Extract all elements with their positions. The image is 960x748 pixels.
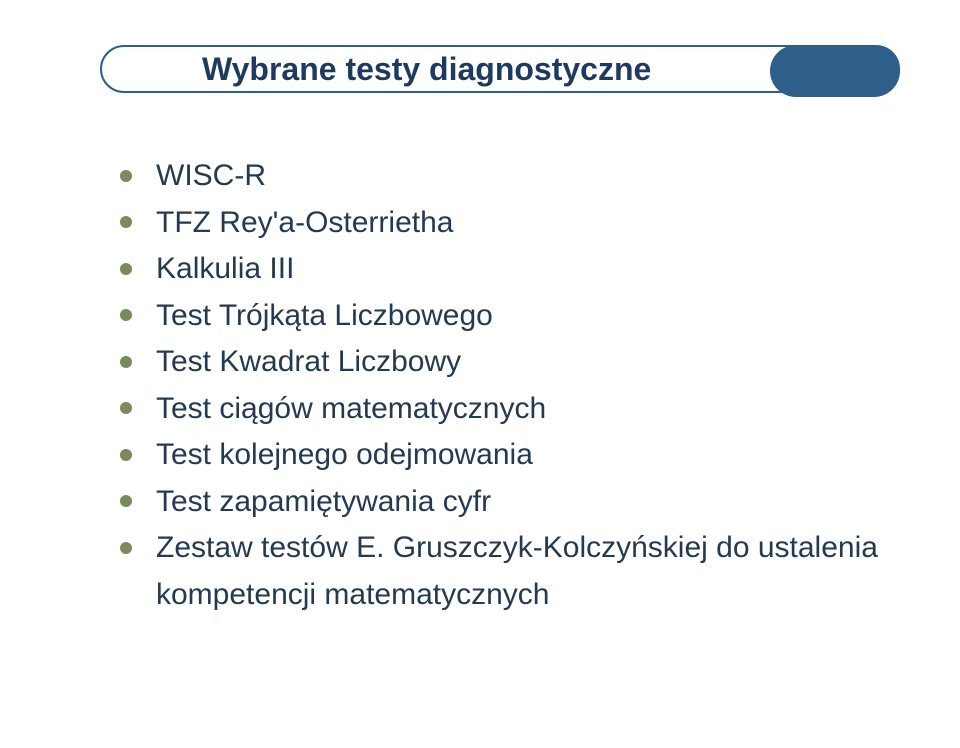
list-item-label: Test kolejnego odejmowania — [156, 438, 533, 471]
list-item: Kalkulia III — [120, 246, 900, 293]
list-item-label: Test Trójkąta Liczbowego — [156, 299, 493, 332]
list-item: Test Trójkąta Liczbowego — [120, 293, 900, 340]
slide: Wybrane testy diagnostyczne WISC-R TFZ Re… — [0, 0, 960, 748]
list-item: TFZ Rey'a-Osterrietha — [120, 200, 900, 247]
list-item-label: Zestaw testów E. Gruszczyk-Kolczyńskiej … — [156, 531, 878, 611]
title-bar: Wybrane testy diagnostyczne — [100, 45, 900, 93]
list-item-label: Test zapamiętywania cyfr — [156, 485, 491, 518]
list-item-label: TFZ Rey'a-Osterrietha — [156, 206, 453, 239]
list-item: Test Kwadrat Liczbowy — [120, 339, 900, 386]
bullet-list: WISC-R TFZ Rey'a-Osterrietha Kalkulia III T… — [120, 153, 900, 618]
list-item: Test zapamiętywania cyfr — [120, 479, 900, 526]
list-item-label: Test ciągów matematycznych — [156, 392, 546, 425]
list-item: Zestaw testów E. Gruszczyk-Kolczyńskiej … — [120, 525, 900, 618]
title-knob-decoration — [770, 45, 900, 97]
list-item-label: WISC-R — [156, 159, 266, 192]
list-item-label: Kalkulia III — [156, 252, 294, 285]
list-item: Test kolejnego odejmowania — [120, 432, 900, 479]
title-container: Wybrane testy diagnostyczne — [100, 45, 900, 93]
list-item: Test ciągów matematycznych — [120, 386, 900, 433]
list-item-label: Test Kwadrat Liczbowy — [156, 345, 461, 378]
list-item: WISC-R — [120, 153, 900, 200]
slide-title: Wybrane testy diagnostyczne — [202, 51, 651, 88]
